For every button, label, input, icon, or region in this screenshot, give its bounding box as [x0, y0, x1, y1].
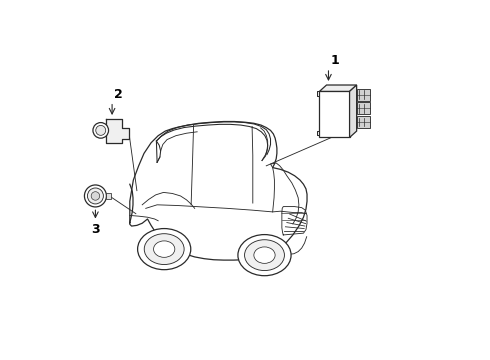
Ellipse shape — [245, 240, 284, 271]
Ellipse shape — [87, 188, 103, 204]
Polygon shape — [357, 116, 370, 128]
Ellipse shape — [144, 234, 184, 265]
Polygon shape — [357, 102, 370, 114]
Text: 2: 2 — [114, 88, 123, 101]
Ellipse shape — [238, 235, 291, 276]
Ellipse shape — [84, 185, 106, 207]
Polygon shape — [319, 91, 349, 138]
Ellipse shape — [153, 241, 175, 257]
Ellipse shape — [138, 229, 191, 270]
FancyBboxPatch shape — [106, 193, 111, 199]
Polygon shape — [106, 119, 129, 143]
Polygon shape — [357, 89, 370, 100]
Polygon shape — [349, 85, 357, 138]
Polygon shape — [130, 122, 307, 260]
Ellipse shape — [93, 123, 109, 138]
Text: 1: 1 — [330, 54, 339, 67]
Ellipse shape — [96, 125, 106, 135]
Text: 3: 3 — [91, 223, 100, 236]
Ellipse shape — [254, 247, 275, 264]
Ellipse shape — [91, 192, 99, 200]
Polygon shape — [319, 85, 357, 91]
